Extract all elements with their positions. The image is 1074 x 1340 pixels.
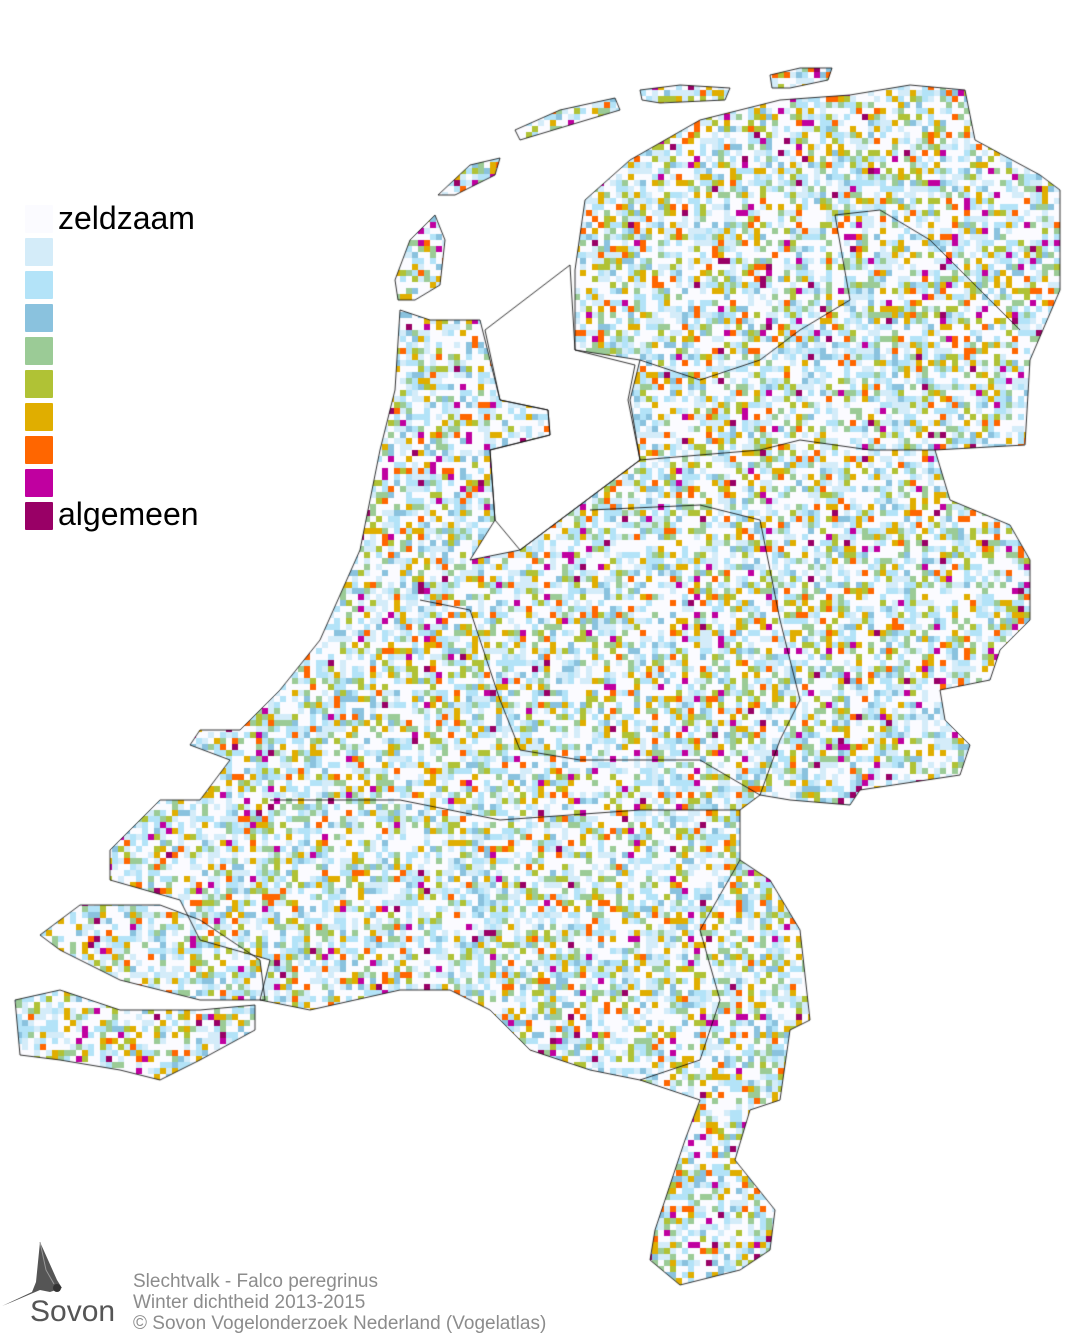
legend-label-common: algemeen [58, 496, 199, 532]
legend-swatch-1 [25, 205, 53, 233]
legend-swatch-3 [25, 271, 53, 299]
swallow-icon [2, 1241, 62, 1306]
legend-swatch-7 [25, 403, 53, 431]
legend-swatch-6 [25, 370, 53, 398]
legend-swatch-10 [25, 502, 53, 530]
legend-swatch-2 [25, 238, 53, 266]
legend-label-rare: zeldzaam [58, 200, 195, 236]
legend-swatch-9 [25, 469, 53, 497]
legend-swatch-4 [25, 304, 53, 332]
legend-swatch-5 [25, 337, 53, 365]
copyright: © Sovon Vogelonderzoek Nederland (Vogela… [133, 1313, 547, 1334]
map-caption: Slechtvalk - Falco peregrinus Winter dic… [133, 1271, 546, 1334]
map-subtitle: Winter dichtheid 2013-2015 [133, 1292, 366, 1313]
sovon-logo-text: Sovon [30, 1295, 116, 1328]
legend-swatch-8 [25, 436, 53, 464]
species-name: Slechtvalk - Falco peregrinus [133, 1271, 378, 1292]
